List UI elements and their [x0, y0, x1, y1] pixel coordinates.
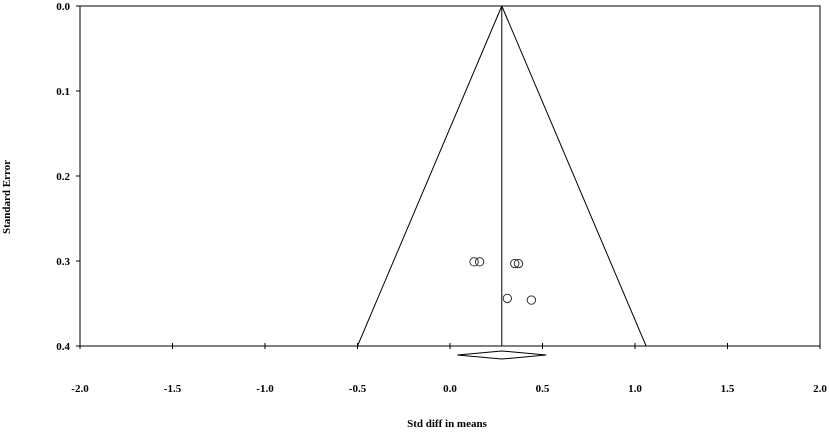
y-tick-label: 0.4: [56, 341, 70, 353]
x-tick-label: 1.0: [628, 383, 642, 395]
study-point-5: [502, 293, 513, 304]
x-tick-label: -1.0: [256, 383, 274, 395]
x-tick-label: 2.0: [813, 383, 827, 395]
y-tick-label: 0.1: [56, 86, 70, 98]
study-point-4: [513, 258, 524, 269]
summary-diamond: [457, 350, 547, 360]
x-tick-label: -2.0: [71, 383, 89, 395]
plot-area-frame: [79, 5, 821, 347]
x-axis-title: Std diff in means: [407, 418, 487, 430]
y-axis: 0.0 0.1 0.2 0.3 0.4: [56, 1, 80, 353]
diamond-layer: [457, 350, 547, 360]
study-point-6: [526, 295, 537, 305]
funnel-layer: [357, 5, 647, 347]
study-point-2: [474, 257, 485, 267]
y-tick-label: 0.0: [56, 1, 70, 13]
x-tick-label: 1.5: [721, 383, 735, 395]
x-tick-label: 0.0: [443, 383, 457, 395]
x-axis: -2.0 -1.5 -1.0 -0.5 0.0 0.5 1.0 1.5 2.0: [71, 343, 827, 395]
x-tick-label: 0.5: [536, 383, 550, 395]
y-tick-label: 0.3: [56, 256, 70, 268]
study-point-3: [510, 258, 520, 269]
points-layer: [469, 257, 537, 305]
study-point-1: [469, 257, 479, 267]
x-tick-label: -0.5: [349, 383, 367, 395]
y-tick-label: 0.2: [56, 171, 70, 183]
funnel-left-bound: [357, 5, 503, 347]
x-tick-label: -1.5: [164, 383, 182, 395]
y-axis-title: Standard Error: [1, 160, 13, 234]
funnel-right-bound: [501, 5, 647, 347]
